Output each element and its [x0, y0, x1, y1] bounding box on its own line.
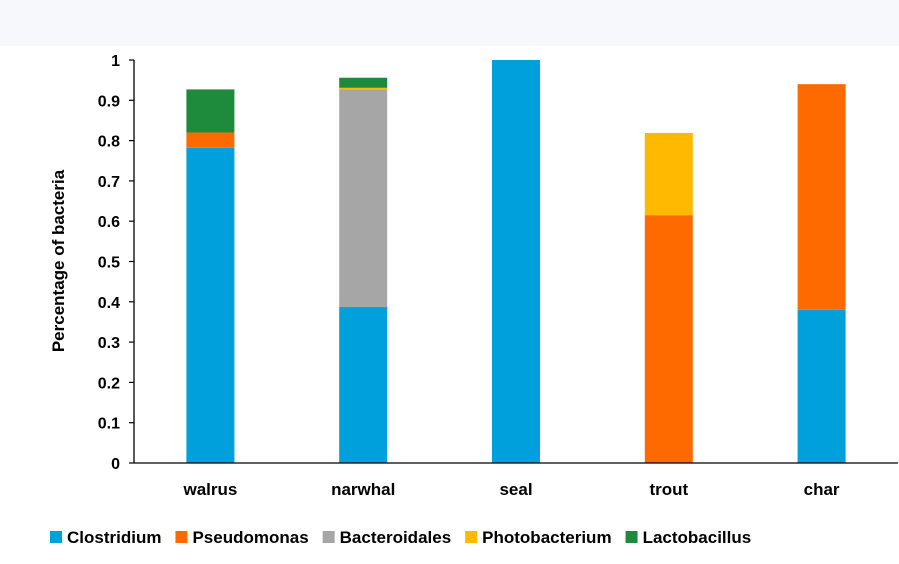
legend-label-photobacterium: Photobacterium: [482, 528, 611, 547]
legend-swatch-photobacterium: [465, 531, 478, 543]
x-tick-label-char: char: [804, 480, 840, 499]
x-tick-label-narwhal: narwhal: [331, 480, 395, 499]
x-tick-label-walrus: walrus: [182, 480, 237, 499]
bar-seal-clostridium: [492, 60, 540, 463]
bar-narwhal-photobacterium: [339, 87, 388, 90]
y-tick-label: 0.5: [98, 255, 120, 272]
bar-narwhal-lactobacillus: [339, 77, 388, 88]
x-tick-label-trout: trout: [649, 480, 688, 499]
bar-walrus-clostridium: [186, 147, 235, 463]
legend-swatch-bacteroidales: [322, 531, 335, 543]
bar-narwhal-bacteroidales: [339, 89, 388, 308]
y-tick-label: 1: [111, 53, 120, 70]
y-tick-label: 0.3: [98, 335, 120, 352]
bar-walrus-pseudomonas: [186, 132, 235, 148]
legend-label-bacteroidales: Bacteroidales: [340, 528, 452, 547]
y-tick-label: 0.8: [98, 134, 120, 151]
x-labels-group: walrus narwhal seal trout char: [182, 480, 839, 499]
bar-walrus-lactobacillus: [186, 89, 235, 133]
stacked-bar-chart: 0 0.1 0.2 0.3 0.4 0.5 0.6 0.7 0.8 0.9 1 walrus narw…: [49, 53, 898, 547]
x-tick-label-seal: seal: [499, 480, 532, 499]
legend-swatch-clostridium: [50, 531, 62, 543]
legend-swatch-lactobacillus: [625, 531, 638, 543]
y-tick-label: 0.9: [98, 93, 120, 110]
y-tick-label: 0.4: [98, 295, 120, 312]
y-tick-label: 0.2: [98, 375, 120, 392]
legend-label-pseudomonas: Pseudomonas: [192, 528, 308, 547]
bar-narwhal-clostridium: [339, 307, 388, 463]
legend-label-lactobacillus: Lactobacillus: [643, 528, 752, 547]
chart-panel: 0 0.1 0.2 0.3 0.4 0.5 0.6 0.7 0.8 0.9 1 walrus narw…: [0, 46, 899, 564]
bar-char-clostridium: [797, 309, 846, 463]
y-tick-label: 0.6: [98, 214, 120, 231]
legend-swatch-pseudomonas: [175, 531, 188, 543]
bar-trout-pseudomonas: [644, 215, 693, 463]
bar-trout-photobacterium: [644, 132, 693, 216]
y-tick-label: 0.7: [98, 174, 120, 191]
bar-char-pseudomonas: [797, 84, 846, 310]
bars-group: [186, 60, 846, 463]
y-tick-label: 0: [111, 456, 120, 473]
legend-label-clostridium: Clostridium: [67, 528, 161, 547]
y-tick-label: 0.1: [98, 416, 120, 433]
y-axis-label: Percentage of bacteria: [49, 169, 68, 352]
legend: Clostridium Pseudomonas Bacteroidales Photo…: [50, 528, 751, 547]
y-ticks-group: 0 0.1 0.2 0.3 0.4 0.5 0.6 0.7 0.8 0.9 1: [98, 53, 134, 473]
